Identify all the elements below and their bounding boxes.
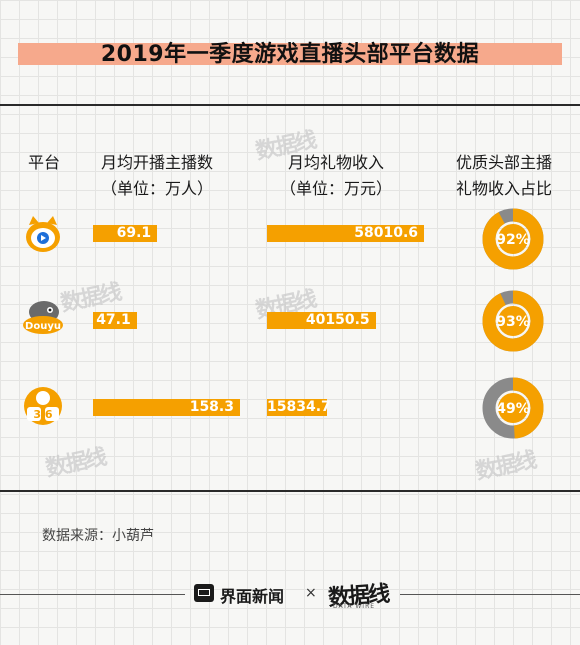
gifts-bar-360: 15834.7 [267,399,331,416]
header-streamers: 月均开播主播数 （单位：万人） [88,150,226,202]
gifts-bar-huya: 58010.6 [267,225,424,242]
ratio-donut-huya: 92% [482,208,544,270]
ratio-label-douyu: 93% [496,314,530,330]
footer-divider-left [0,594,185,595]
jiemian-logo-icon [194,584,214,602]
header-platform: 平台 [20,150,68,176]
chart-title: 2019年一季度游戏直播头部平台数据 [100,42,480,67]
watermark: 数据线 [43,444,108,482]
svg-text:3 6: 3 6 [33,408,52,421]
donut-center [498,393,528,423]
footer-brand: 界面新闻 [220,587,285,606]
footer-times: × [305,585,317,601]
ratio-label-huya: 92% [496,232,530,248]
header-gifts: 月均礼物收入 （单位：万元） [262,150,410,202]
header-streamers-unit: （单位：万人） [100,179,213,198]
bottom-divider [0,490,580,492]
streamers-bar-huya: 69.1 [93,225,158,242]
360-logo-icon: 3 6 [22,385,62,425]
streamers-bar-360: 158.3 [93,399,240,416]
footer-divider-right [400,594,580,595]
donut-arc [482,377,544,439]
header-gifts-unit: （单位：万元） [279,179,392,198]
donut-arc [482,290,544,352]
title-highlight-bar [18,43,562,65]
header-ratio-title: 优质头部主播 [455,153,552,172]
footer-partner-sub: DATA WIRE [333,603,376,610]
svg-text:Douyu: Douyu [25,321,61,332]
donut-arc [482,208,544,270]
header-ratio: 优质头部主播 礼物收入占比 [445,150,563,202]
donut-center [498,306,528,336]
ratio-donut-360: 49% [482,377,544,439]
header-ratio-unit: 礼物收入占比 [455,179,552,198]
huya-tiger-logo-icon [23,215,63,255]
douyu-fish-logo-icon: Douyu [22,298,64,338]
data-source: 数据来源：小葫芦 [42,528,154,544]
header-gifts-title: 月均礼物收入 [287,153,384,172]
header-platform-label: 平台 [27,153,60,172]
ratio-donut-douyu: 93% [482,290,544,352]
streamers-bar-douyu: 47.1 [93,312,137,329]
top-divider [0,104,580,106]
header-streamers-title: 月均开播主播数 [100,153,213,172]
gifts-bar-douyu: 40150.5 [267,312,376,329]
ratio-label-360: 49% [496,401,530,417]
watermark: 数据线 [473,447,538,485]
donut-center [498,224,528,254]
